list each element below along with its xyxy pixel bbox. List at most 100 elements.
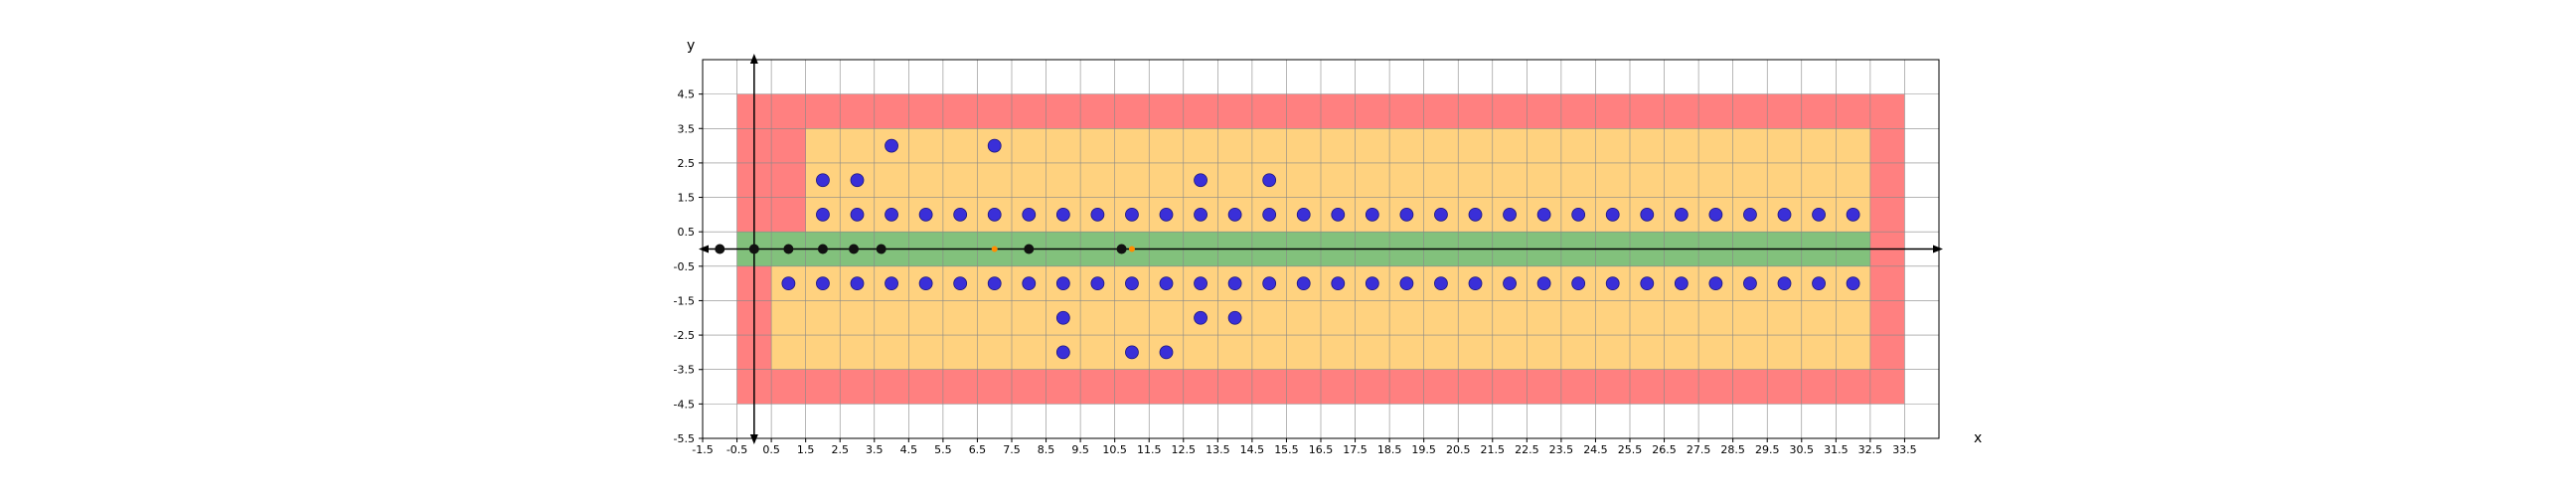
blue-point [1331, 207, 1346, 222]
blue-point [1503, 207, 1517, 222]
x-tick-label: 26.5 [1652, 443, 1677, 456]
blue-point [1399, 276, 1414, 291]
blue-point [885, 138, 898, 153]
black-point [817, 244, 828, 254]
blue-point [1605, 276, 1620, 291]
blue-point [987, 207, 1002, 222]
blue-point [1777, 276, 1792, 291]
blue-point [1090, 276, 1105, 291]
blue-point [1194, 173, 1208, 188]
x-tick-label: 8.5 [1038, 443, 1055, 456]
x-tick-label: 20.5 [1446, 443, 1471, 456]
blue-point [1812, 207, 1826, 222]
y-tick-label: -5.5 [674, 432, 695, 445]
blue-point [1055, 310, 1070, 325]
x-tick-label: 23.5 [1549, 443, 1574, 456]
x-tick-label: 10.5 [1102, 443, 1127, 456]
y-tick-label: 2.5 [678, 157, 696, 170]
blue-point [1262, 173, 1277, 188]
y-tick-label: -4.5 [674, 398, 695, 411]
orange-marker [991, 246, 998, 252]
blue-point [1296, 276, 1311, 291]
x-tick-label: 1.5 [797, 443, 815, 456]
y-tick-label: 4.5 [678, 88, 696, 101]
x-tick-label: 30.5 [1790, 443, 1815, 456]
y-tick-label: 1.5 [678, 192, 696, 205]
blue-point [1536, 276, 1551, 291]
blue-point [987, 138, 1002, 153]
blue-point [1055, 345, 1070, 360]
x-tick-label: 0.5 [762, 443, 780, 456]
x-tick-label: 3.5 [866, 443, 884, 456]
blue-point [1846, 207, 1860, 222]
blue-point [1571, 207, 1586, 222]
x-tick-label: 11.5 [1137, 443, 1162, 456]
x-tick-label: 14.5 [1240, 443, 1265, 456]
x-tick-label: 15.5 [1274, 443, 1299, 456]
blue-point [1365, 276, 1379, 291]
black-point [1116, 244, 1127, 254]
y-axis-label: y [687, 38, 695, 54]
black-point [748, 244, 759, 254]
blue-point [1503, 276, 1517, 291]
x-tick-label: 17.5 [1343, 443, 1368, 456]
blue-point [1262, 276, 1277, 291]
blue-point [1708, 276, 1723, 291]
black-point [715, 244, 725, 254]
blue-point [1125, 207, 1139, 222]
x-tick-label: 31.5 [1824, 443, 1849, 456]
blue-point [816, 276, 830, 291]
blue-point [1262, 207, 1277, 222]
x-tick-label: 19.5 [1411, 443, 1436, 456]
blue-point [1125, 345, 1139, 360]
blue-point [1674, 276, 1689, 291]
y-tick-label: 0.5 [678, 226, 696, 239]
y-tick-label: -0.5 [674, 260, 695, 273]
blue-point [1159, 345, 1174, 360]
blue-point [850, 173, 865, 188]
x-tick-label: 29.5 [1755, 443, 1780, 456]
x-tick-label: 27.5 [1687, 443, 1711, 456]
blue-point [1227, 310, 1242, 325]
blue-point [918, 276, 933, 291]
blue-point [1640, 207, 1655, 222]
x-tick-label: 25.5 [1618, 443, 1643, 456]
blue-point [1708, 207, 1723, 222]
blue-point [1365, 207, 1379, 222]
blue-point [1194, 276, 1208, 291]
blue-point [1227, 207, 1242, 222]
blue-point [1571, 276, 1586, 291]
x-tick-label: 9.5 [1071, 443, 1089, 456]
x-axis-arrow-left [699, 245, 709, 253]
blue-point [1846, 276, 1860, 291]
blue-point [1434, 207, 1448, 222]
blue-point [953, 276, 968, 291]
blue-point [1468, 276, 1483, 291]
blue-point [1296, 207, 1311, 222]
blue-point [1331, 276, 1346, 291]
blue-point [1194, 207, 1208, 222]
blue-point [1674, 207, 1689, 222]
x-tick-label: 12.5 [1172, 443, 1197, 456]
blue-point [1468, 207, 1483, 222]
x-tick-label: 33.5 [1892, 443, 1917, 456]
y-axis-arrow-up [749, 54, 758, 64]
blue-point [885, 207, 898, 222]
x-tick-label: 4.5 [900, 443, 918, 456]
blue-point [1055, 276, 1070, 291]
black-point [849, 244, 860, 254]
blue-point [1536, 207, 1551, 222]
x-axis-label: x [1974, 430, 1982, 446]
blue-point [1125, 276, 1139, 291]
blue-point [1022, 207, 1037, 222]
x-tick-label: 13.5 [1206, 443, 1230, 456]
blue-point [1640, 276, 1655, 291]
x-tick-label: 16.5 [1309, 443, 1334, 456]
blue-point [1022, 276, 1037, 291]
black-point [876, 244, 886, 254]
blue-point [1777, 207, 1792, 222]
x-tick-label: 6.5 [969, 443, 987, 456]
orange-marker [1128, 246, 1135, 252]
x-tick-label: -1.5 [692, 443, 713, 456]
